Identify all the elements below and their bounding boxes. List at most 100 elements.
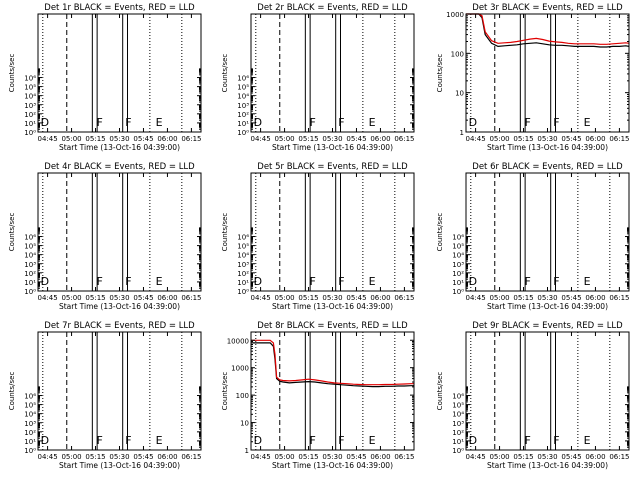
x-tick-label: 05:15 — [85, 294, 105, 302]
x-axis-label: Start Time (13-Oct-16 04:39:00) — [487, 143, 608, 152]
region-letter: E — [584, 275, 591, 288]
panel-title: Det 7r BLACK = Events, RED = LLD — [44, 321, 195, 331]
region-letter: F — [97, 275, 103, 288]
x-axis-label: Start Time (13-Oct-16 04:39:00) — [487, 302, 608, 311]
y-axis-label: Counts/sec — [8, 213, 16, 252]
y-tick-label: 10¹ — [452, 279, 464, 287]
y-tick-label: 10⁵ — [237, 84, 249, 92]
y-tick-label: 100 — [236, 392, 249, 400]
x-tick-label: 05:15 — [85, 453, 105, 461]
y-tick-label: 10² — [237, 270, 249, 278]
y-tick-label: 10000 — [227, 337, 249, 345]
y-tick-label: 1000 — [446, 11, 464, 19]
plot-frame — [250, 13, 415, 133]
y-tick-label: 10⁴ — [24, 411, 36, 419]
x-tick-label: 05:00 — [489, 294, 509, 302]
y-tick-label: 10⁴ — [24, 93, 36, 101]
x-axis-label: Start Time (13-Oct-16 04:39:00) — [272, 461, 393, 470]
x-tick-label: 06:15 — [394, 135, 414, 143]
plot-frame — [465, 172, 630, 292]
panel-title: Det 2r BLACK = Events, RED = LLD — [257, 3, 408, 13]
region-letter: E — [584, 434, 591, 447]
panel-det-3: Det 3r BLACK = Events, RED = LLD D F F E 1 10 1… — [436, 3, 630, 152]
x-tick-label: 04:45 — [250, 453, 270, 461]
y-tick-label: 10⁰ — [24, 288, 36, 296]
y-tick-label: 10⁵ — [24, 243, 36, 251]
region-letter: D — [254, 434, 262, 447]
x-tick-label: 05:30 — [109, 453, 129, 461]
x-tick-label: 05:30 — [537, 294, 557, 302]
x-tick-label: 05:45 — [561, 135, 581, 143]
x-tick-label: 05:45 — [133, 453, 153, 461]
region-letter: E — [156, 116, 163, 129]
region-letter: E — [369, 275, 376, 288]
y-tick-label: 10¹ — [237, 120, 249, 128]
x-tick-label: 04:45 — [250, 294, 270, 302]
y-tick-label: 10⁴ — [24, 252, 36, 260]
region-letter: E — [584, 116, 591, 129]
x-tick-label: 05:45 — [561, 294, 581, 302]
panel-title: Det 3r BLACK = Events, RED = LLD — [472, 3, 623, 13]
region-letter: D — [41, 275, 49, 288]
y-tick-label: 10² — [237, 111, 249, 119]
region-letter: F — [97, 116, 103, 129]
x-tick-label: 06:15 — [181, 294, 201, 302]
y-tick-label: 10 — [455, 90, 464, 98]
plot-frame — [250, 331, 415, 451]
region-letter: F — [553, 275, 559, 288]
region-letter: E — [369, 116, 376, 129]
series-events-line — [251, 342, 414, 388]
region-letter: F — [338, 434, 344, 447]
x-tick-label: 05:00 — [274, 294, 294, 302]
x-tick-label: 06:00 — [585, 135, 605, 143]
x-tick-label: 04:45 — [37, 453, 57, 461]
region-letter: F — [97, 434, 103, 447]
y-axis-label: Counts/sec — [221, 54, 229, 93]
x-axis-label: Start Time (13-Oct-16 04:39:00) — [59, 461, 180, 470]
region-letter: D — [469, 434, 477, 447]
x-tick-label: 05:30 — [322, 135, 342, 143]
y-tick-label: 10¹ — [237, 279, 249, 287]
region-letter: F — [125, 116, 131, 129]
y-axis-label: Counts/sec — [8, 54, 16, 93]
x-tick-label: 06:15 — [609, 294, 629, 302]
y-tick-label: 10⁵ — [452, 243, 464, 251]
region-letter: F — [525, 434, 531, 447]
x-tick-label: 05:15 — [513, 135, 533, 143]
panel-title: Det 8r BLACK = Events, RED = LLD — [257, 321, 408, 331]
series-lld-line — [251, 339, 414, 386]
panel-title: Det 5r BLACK = Events, RED = LLD — [257, 162, 408, 172]
region-letter: F — [338, 275, 344, 288]
region-letter: F — [125, 275, 131, 288]
region-letter: F — [553, 434, 559, 447]
x-tick-label: 06:00 — [370, 135, 390, 143]
y-tick-label: 10⁴ — [237, 93, 249, 101]
y-tick-label: 10⁰ — [237, 129, 249, 137]
x-tick-label: 05:30 — [537, 135, 557, 143]
y-tick-label: 10² — [452, 429, 464, 437]
x-tick-label: 06:00 — [157, 294, 177, 302]
series-events-line — [466, 13, 630, 48]
y-tick-label: 10⁰ — [452, 288, 464, 296]
region-letter: D — [41, 434, 49, 447]
y-tick-label: 10⁵ — [24, 402, 36, 410]
y-tick-label: 10³ — [452, 261, 464, 269]
region-letter: F — [525, 116, 531, 129]
x-tick-label: 06:00 — [157, 453, 177, 461]
y-tick-label: 10⁶ — [452, 234, 464, 242]
y-tick-label: 10³ — [24, 420, 36, 428]
x-tick-label: 05:00 — [274, 135, 294, 143]
region-letter: F — [553, 116, 559, 129]
y-axis-label: Counts/sec — [436, 54, 444, 93]
region-letter: F — [338, 116, 344, 129]
x-tick-label: 05:30 — [537, 453, 557, 461]
y-tick-label: 10⁵ — [237, 243, 249, 251]
plot-frame — [465, 331, 630, 451]
panel-title: Det 4r BLACK = Events, RED = LLD — [44, 162, 195, 172]
